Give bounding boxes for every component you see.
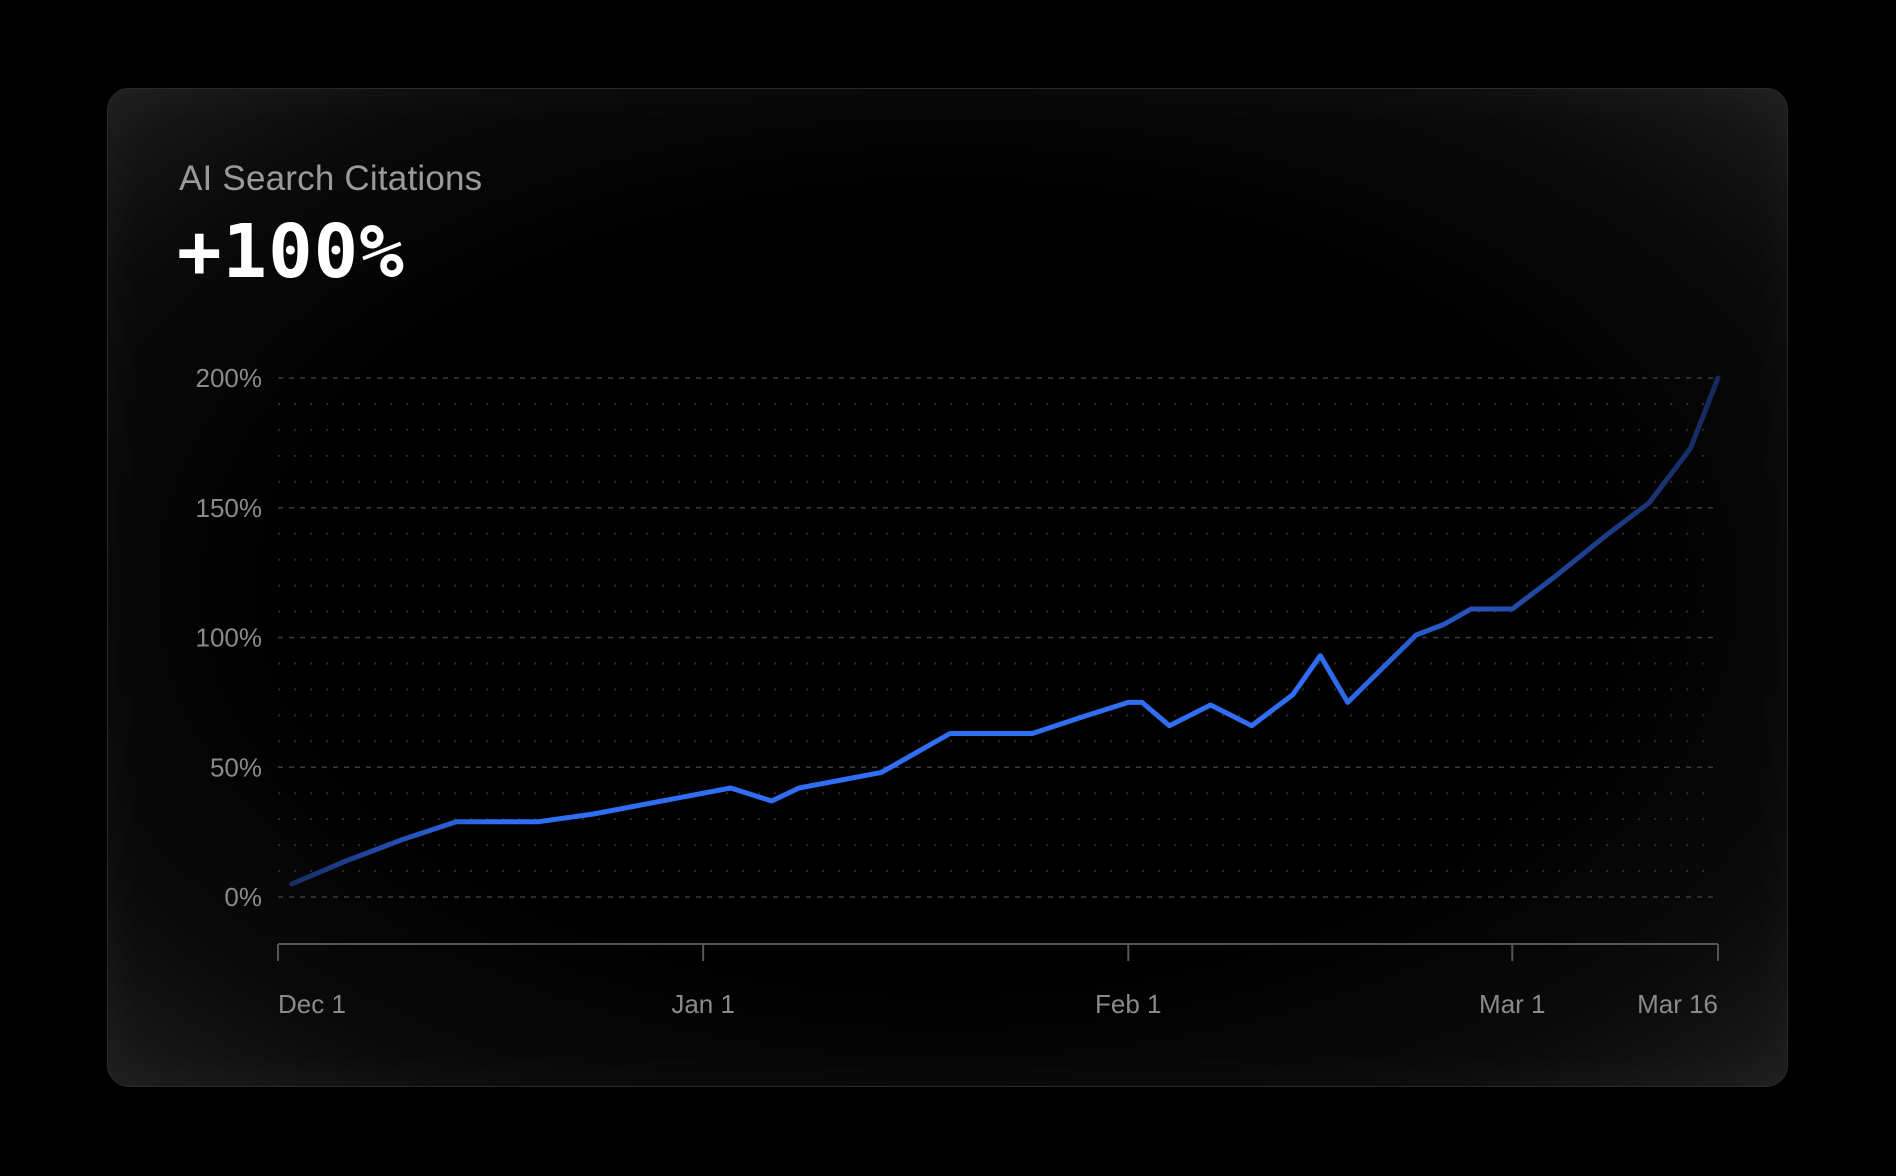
series-line [289, 375, 1721, 887]
x-tick-label: Feb 1 [1095, 989, 1162, 1019]
y-tick-label: 150% [196, 493, 263, 523]
card-value: +100% [177, 209, 405, 295]
chart-card: AI Search Citations +100% [107, 88, 1788, 1087]
x-tick-label: Mar 16 [1637, 989, 1718, 1019]
x-tick-label: Jan 1 [671, 989, 735, 1019]
y-tick-label: 50% [210, 752, 262, 782]
minor-grid [278, 402, 1718, 873]
y-axis: 0% 50% 100% 150% 200% [196, 363, 263, 912]
x-tick-label: Mar 1 [1479, 989, 1545, 1019]
x-axis: Dec 1 Jan 1 Feb 1 Mar 1 Mar 16 [277, 943, 1719, 1019]
major-grid [278, 377, 1718, 898]
x-tick-label: Dec 1 [278, 989, 346, 1019]
y-tick-label: 200% [196, 363, 263, 393]
y-tick-label: 0% [224, 882, 262, 912]
card-title: AI Search Citations [179, 159, 483, 198]
y-tick-label: 100% [196, 623, 263, 653]
